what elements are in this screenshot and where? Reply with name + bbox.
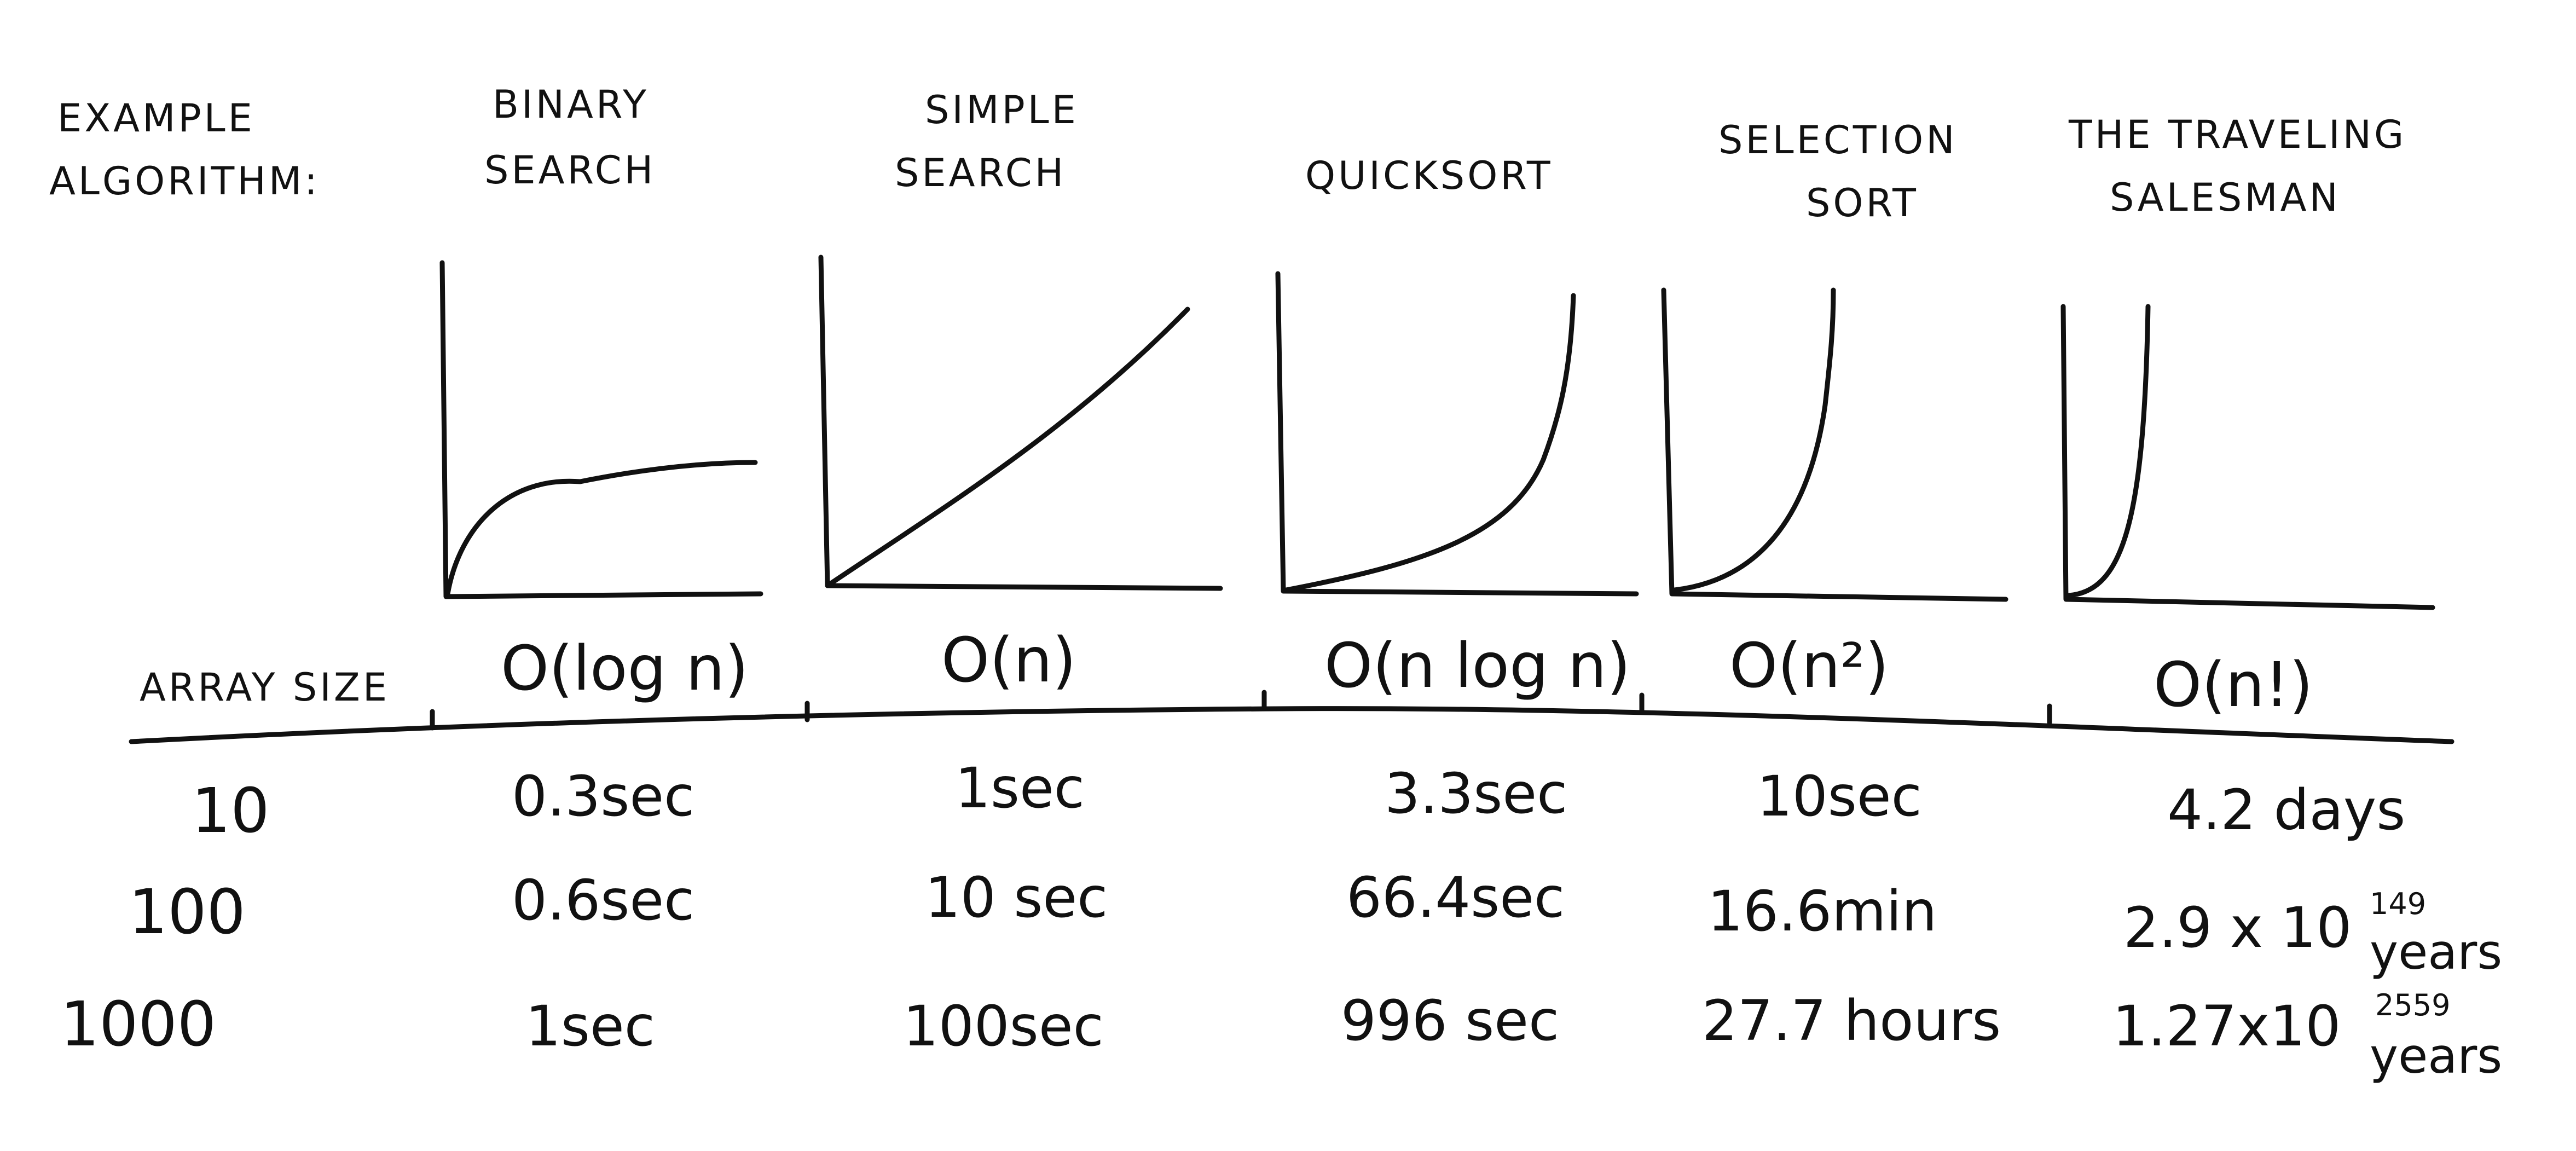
plot-simple-search: [818, 255, 1223, 591]
array-size-10: 10: [192, 776, 270, 847]
plot-traveling-salesman: [2060, 304, 2435, 610]
big-o-label-traveling-salesman: O(n!): [2154, 650, 2313, 721]
cell-10-selection-sort: 10sec: [1757, 764, 1922, 829]
log-curve: [445, 460, 758, 597]
cell-1000-quicksort: 996 sec: [1341, 988, 1559, 1054]
big-o-label-simple-search: O(n): [941, 625, 1076, 696]
algo-name-binary-search-line2: SEARCH: [484, 148, 656, 193]
cell-100-traveling-salesman: 2.9 x 10: [2123, 895, 2352, 961]
algo-name-quicksort: QUICKSORT: [1305, 153, 1553, 198]
example-algorithm-label-line2: ALGORITHM:: [49, 159, 320, 204]
unit-years-row-100: years: [2370, 924, 2502, 980]
plot-selection-sort: [1661, 287, 2008, 602]
algo-name-traveling-salesman-line1: THE TRAVELING: [2068, 112, 2406, 157]
big-o-label-selection-sort: O(n²): [1729, 631, 1889, 702]
exponent-2559: 2559: [2375, 988, 2450, 1022]
cell-10-quicksort: 3.3sec: [1385, 761, 1567, 826]
plot-axes: [439, 260, 763, 599]
factorial-curve: [2066, 304, 2151, 598]
plot-axes: [1275, 271, 1639, 597]
example-algorithm-label-line1: EXAMPLE: [57, 96, 255, 141]
cell-100-simple-search: 10 sec: [925, 865, 1108, 930]
plot-quicksort: [1275, 271, 1639, 597]
algo-name-simple-search-line1: SIMPLE: [925, 88, 1079, 132]
array-size-100: 100: [129, 877, 246, 948]
algo-name-simple-search-line2: SEARCH: [895, 151, 1066, 195]
plot-axes: [2060, 304, 2435, 610]
plot-axes: [818, 255, 1223, 591]
plot-binary-search: [439, 260, 763, 599]
nlogn-curve: [1283, 293, 1576, 593]
algo-name-traveling-salesman-line2: SALESMAN: [2110, 175, 2341, 220]
cell-10-simple-search: 1sec: [955, 756, 1085, 821]
cell-1000-simple-search: 100sec: [903, 994, 1104, 1059]
cell-100-binary-search: 0.6sec: [512, 868, 694, 933]
linear-curve: [826, 306, 1190, 587]
cell-1000-selection-sort: 27.7 hours: [1702, 988, 2001, 1054]
quadratic-curve: [1672, 287, 1836, 593]
cell-10-binary-search: 0.3sec: [512, 764, 694, 829]
cell-1000-traveling-salesman: 1.27x10: [2112, 994, 2341, 1059]
algo-name-selection-sort-line2: SORT: [1806, 181, 1919, 225]
cell-1000-binary-search: 1sec: [525, 994, 655, 1059]
array-size-label: ARRAY SIZE: [140, 665, 390, 710]
algo-name-selection-sort-line1: SELECTION: [1718, 118, 1958, 163]
big-o-label-binary-search: O(log n): [501, 633, 749, 704]
cell-100-selection-sort: 16.6min: [1707, 879, 1937, 944]
table-divider: [129, 706, 2455, 744]
unit-years-row-1000: years: [2370, 1028, 2502, 1084]
cell-100-quicksort: 66.4sec: [1346, 865, 1565, 930]
exponent-149: 149: [2370, 887, 2426, 921]
cell-10-traveling-salesman: 4.2 days: [2167, 778, 2405, 843]
big-o-label-quicksort: O(n log n): [1324, 631, 1630, 702]
array-size-1000: 1000: [60, 989, 216, 1060]
algo-name-binary-search-line1: BINARY: [493, 82, 649, 127]
plot-axes: [1661, 287, 2008, 602]
